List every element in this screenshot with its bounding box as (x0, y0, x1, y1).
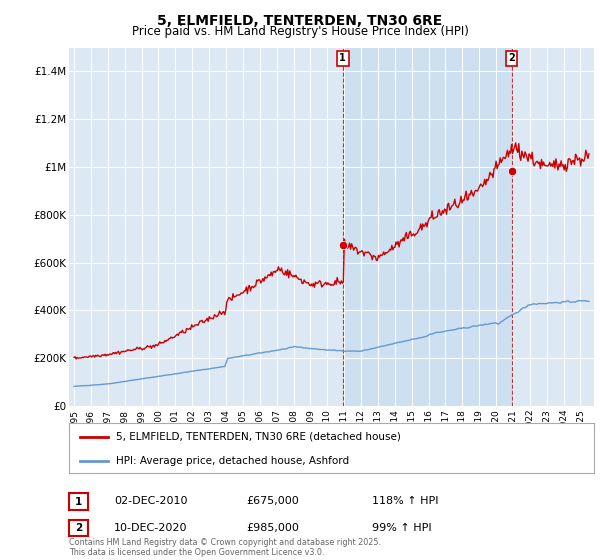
Text: 2: 2 (75, 523, 82, 533)
Text: 1: 1 (340, 53, 346, 63)
Text: Price paid vs. HM Land Registry's House Price Index (HPI): Price paid vs. HM Land Registry's House … (131, 25, 469, 38)
Text: 1: 1 (75, 497, 82, 507)
Text: 02-DEC-2010: 02-DEC-2010 (114, 496, 187, 506)
Text: 2: 2 (508, 53, 515, 63)
Text: 118% ↑ HPI: 118% ↑ HPI (372, 496, 439, 506)
Text: HPI: Average price, detached house, Ashford: HPI: Average price, detached house, Ashf… (116, 456, 349, 465)
Text: £985,000: £985,000 (246, 522, 299, 533)
Text: 99% ↑ HPI: 99% ↑ HPI (372, 522, 431, 533)
Text: 5, ELMFIELD, TENTERDEN, TN30 6RE (detached house): 5, ELMFIELD, TENTERDEN, TN30 6RE (detach… (116, 432, 401, 442)
Text: 5, ELMFIELD, TENTERDEN, TN30 6RE: 5, ELMFIELD, TENTERDEN, TN30 6RE (157, 14, 443, 28)
Text: £675,000: £675,000 (246, 496, 299, 506)
Text: 10-DEC-2020: 10-DEC-2020 (114, 522, 187, 533)
Bar (343, 48, 512, 406)
Text: Contains HM Land Registry data © Crown copyright and database right 2025.
This d: Contains HM Land Registry data © Crown c… (69, 538, 381, 557)
